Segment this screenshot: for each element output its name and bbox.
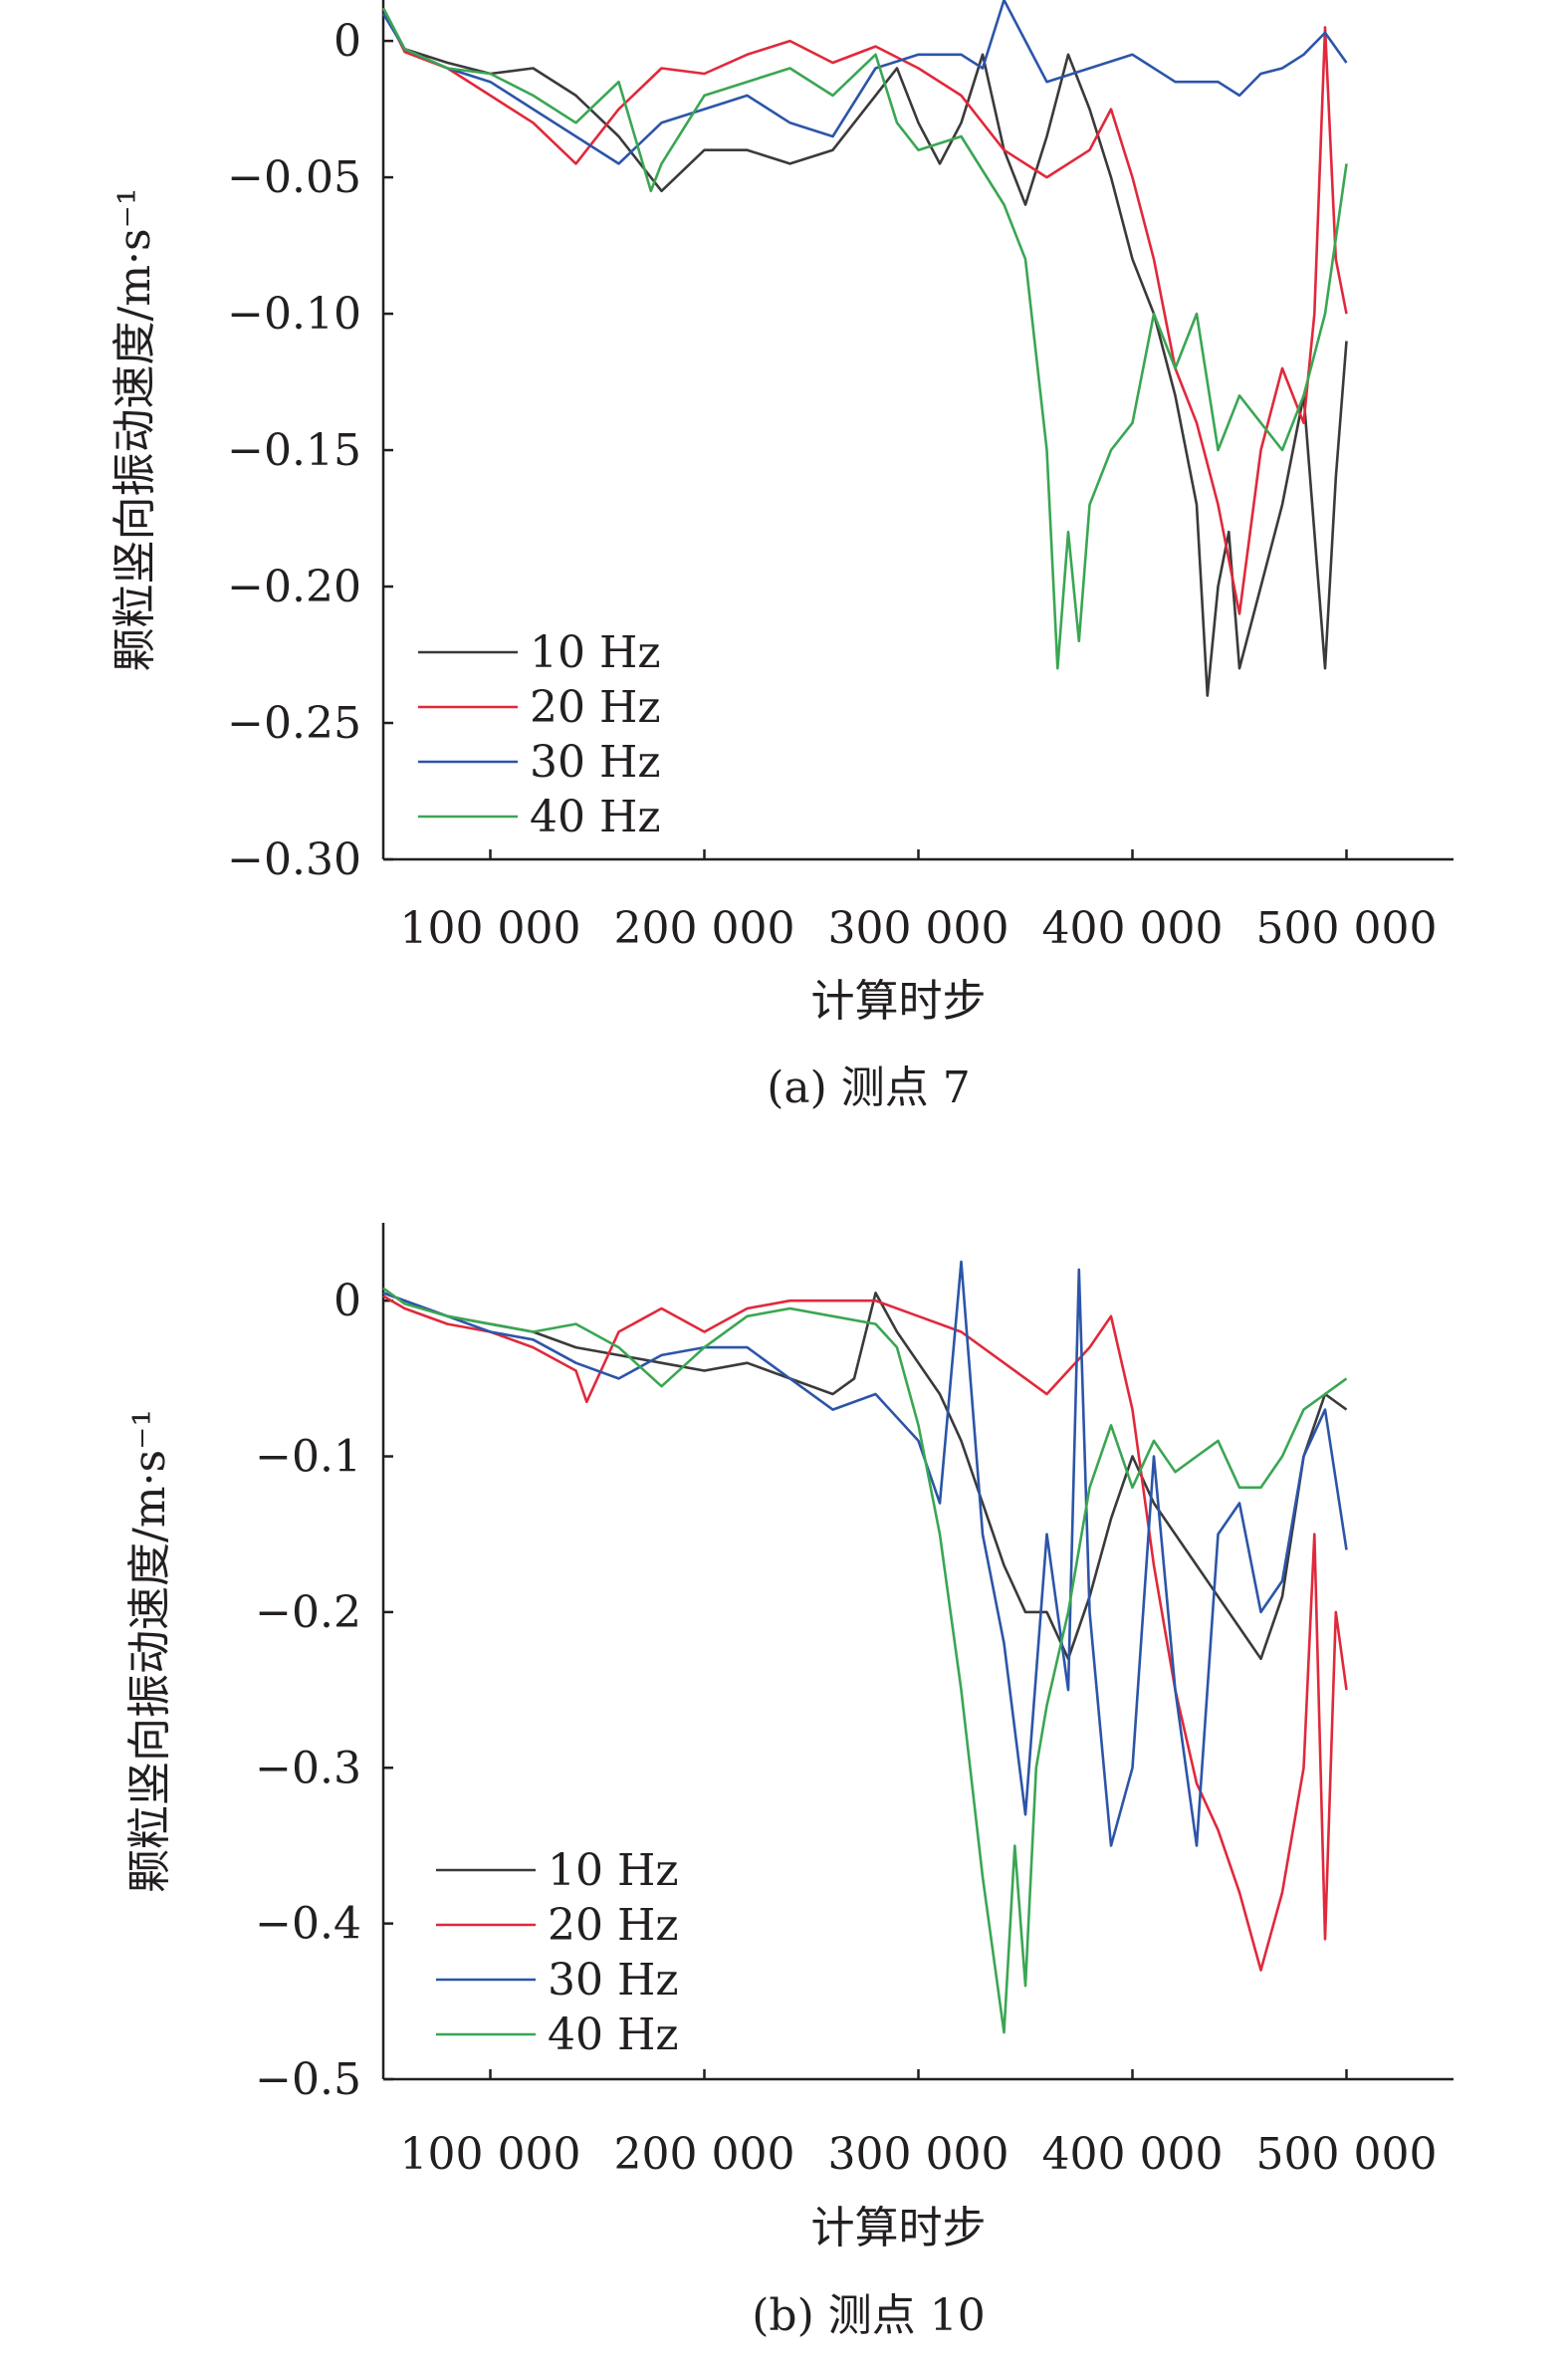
- legend-label: 20 Hz: [530, 682, 661, 733]
- panel-caption: (a) 测点 7: [767, 1063, 971, 1113]
- panel-caption: (b) 测点 10: [752, 2290, 985, 2341]
- series-line-20hz: [381, 7, 1348, 615]
- legend-label: 40 Hz: [530, 792, 661, 842]
- series-line-30hz: [382, 1260, 1348, 1847]
- y-tick-label: −0.15: [227, 425, 361, 476]
- y-tick-label: −0.2: [255, 1587, 361, 1638]
- x-tick-label: 100 000: [400, 903, 581, 954]
- series-line-40hz: [381, 7, 1348, 670]
- y-tick-label: −0.5: [255, 2054, 361, 2105]
- x-axis-title: 计算时步: [811, 976, 987, 1027]
- legend-label: 10 Hz: [548, 1845, 679, 1896]
- chart-panel-a: 0 −0.05 −0.10 −0.15 −0.20 −0.25 −0.30 100 000 20…: [110, 0, 1454, 1113]
- y-tick-label: −0.10: [227, 289, 361, 340]
- y-tick-label: 0: [334, 1276, 361, 1326]
- y-axis-title: 颗粒竖向振动速度/m·s⁻¹: [110, 188, 160, 672]
- y-tick-label: −0.4: [255, 1899, 361, 1950]
- x-tick-label: 400 000: [1042, 903, 1224, 954]
- y-tick-label: 0: [334, 16, 361, 67]
- x-tick-label: 500 000: [1256, 2129, 1438, 2180]
- chart-panel-b: 0 −0.1 −0.2 −0.3 −0.4 −0.5 100 000 200 000 300 0…: [124, 1223, 1454, 2341]
- x-tick-label: 500 000: [1256, 903, 1438, 954]
- y-tick-label: −0.20: [227, 562, 361, 612]
- y-tick-label: −0.25: [227, 698, 361, 749]
- y-tick-label: −0.30: [227, 834, 361, 885]
- x-tick-label: 400 000: [1042, 2129, 1224, 2180]
- y-tick-label: −0.1: [255, 1432, 361, 1483]
- series-line-40hz: [382, 1287, 1348, 2034]
- y-axis-title: 颗粒竖向振动速度/m·s⁻¹: [124, 1409, 175, 1893]
- series-line-10hz: [381, 7, 1348, 697]
- series-line-20hz: [382, 1295, 1348, 1972]
- legend-label: 20 Hz: [548, 1900, 679, 1951]
- y-tick-label: −0.3: [255, 1743, 361, 1793]
- legend-label: 30 Hz: [530, 737, 661, 788]
- legend-label: 10 Hz: [530, 627, 661, 678]
- x-tick-label: 200 000: [614, 903, 795, 954]
- series-line-30hz: [381, 0, 1348, 165]
- series-line-10hz: [382, 1292, 1348, 1661]
- legend-label: 40 Hz: [548, 2009, 679, 2060]
- x-tick-label: 300 000: [828, 2129, 1009, 2180]
- x-axis-title: 计算时步: [811, 2203, 987, 2253]
- legend-label: 30 Hz: [548, 1955, 679, 2006]
- x-tick-label: 100 000: [400, 2129, 581, 2180]
- x-tick-label: 300 000: [828, 903, 1009, 954]
- x-tick-label: 200 000: [614, 2129, 795, 2180]
- y-tick-label: −0.05: [227, 152, 361, 203]
